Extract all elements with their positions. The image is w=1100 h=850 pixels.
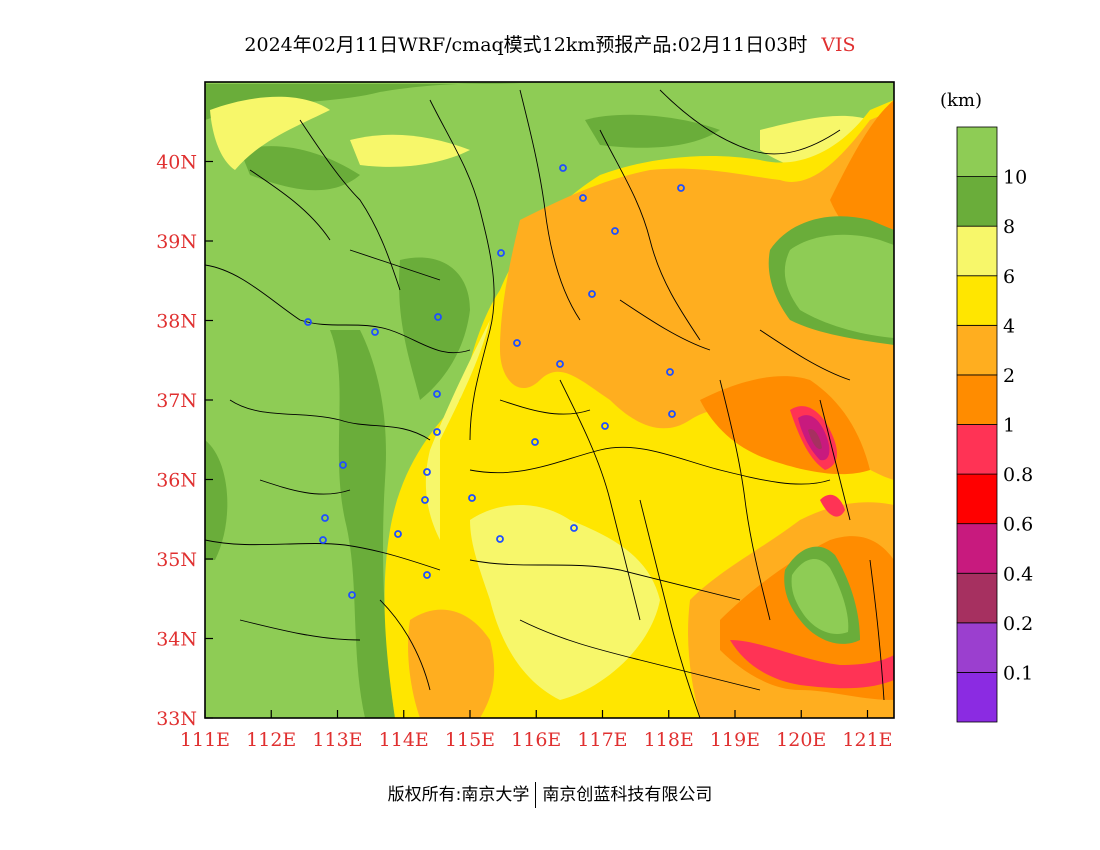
station-markers [304, 164, 685, 599]
station-icon [497, 249, 505, 257]
station-icon [496, 535, 504, 543]
lon-tick-label: 120E [776, 729, 826, 751]
legend-label: 1 [1003, 415, 1015, 437]
station-icon [433, 428, 441, 436]
lon-tick-label: 112E [246, 729, 296, 751]
lat-tick-label: 34N [156, 629, 197, 651]
copyright-footer: 版权所有:南京大学 南京创蓝科技有限公司 [0, 780, 1100, 808]
axis-ticks: 111E 112E 113E 114E 115E 116E 117E 118E 119E 120E… [156, 152, 892, 752]
station-icon [468, 494, 476, 502]
lon-tick-label: 117E [577, 729, 627, 751]
legend-swatch [956, 672, 998, 723]
footer-separator [535, 782, 537, 808]
legend-swatch [956, 275, 998, 326]
lon-tick-label: 113E [312, 729, 362, 751]
legend-label: 0.1 [1003, 662, 1033, 684]
variable-label: VIS [821, 34, 856, 56]
legend-label: 0.8 [1003, 464, 1033, 486]
legend-swatch [956, 424, 998, 475]
legend-swatch [956, 622, 998, 673]
legend-swatch [956, 324, 998, 376]
lat-tick-label: 35N [156, 549, 197, 571]
legend-label: 6 [1003, 266, 1015, 288]
legend-label: 2 [1003, 365, 1015, 387]
copyright-left: 版权所有:南京大学 [387, 785, 530, 805]
station-icon [394, 530, 402, 538]
legend-label: 0.4 [1003, 563, 1033, 585]
legend-label: 4 [1003, 315, 1015, 337]
lat-tick-label: 36N [156, 470, 197, 492]
station-icon [304, 318, 312, 326]
legend-swatch [956, 473, 998, 525]
legend-swatch [956, 225, 998, 277]
station-icon [579, 194, 587, 202]
station-icon [513, 339, 521, 347]
contour-field [205, 82, 894, 718]
lat-tick-label: 33N [156, 708, 197, 730]
station-icon [348, 591, 356, 599]
title-text: 2024年02月11日WRF/cmaq模式12km预报产品:02月11日03时 [244, 34, 808, 56]
station-icon [531, 438, 539, 446]
station-icon [588, 290, 596, 298]
station-icon [570, 524, 578, 532]
boundary-lines [205, 89, 885, 718]
map-title: 2024年02月11日WRF/cmaq模式12km预报产品:02月11日03时 V… [0, 30, 1100, 57]
station-icon [434, 313, 442, 321]
legend-label: 8 [1003, 216, 1015, 238]
lon-tick-label: 119E [710, 729, 760, 751]
station-icon [371, 328, 379, 336]
lat-tick-label: 39N [156, 231, 197, 253]
station-icon [423, 571, 431, 579]
lon-tick-label: 115E [445, 729, 495, 751]
station-icon [423, 468, 431, 476]
legend-unit: (km) [940, 90, 983, 111]
legend-swatch [956, 176, 998, 227]
station-icon [319, 536, 327, 544]
station-icon [666, 368, 674, 376]
color-legend: 0.1 0.2 0.4 0.6 0.8 1 2 4 6 8 10 [956, 126, 1033, 723]
lat-tick-label: 38N [156, 311, 197, 333]
lat-tick-label: 40N [156, 152, 197, 174]
station-icon [433, 390, 441, 398]
station-icon [339, 461, 347, 469]
lat-tick-label: 37N [156, 390, 197, 412]
legend-swatch [956, 374, 998, 425]
lon-tick-label: 114E [379, 729, 429, 751]
station-icon [556, 360, 564, 368]
station-icon [601, 422, 609, 430]
legend-swatch [956, 523, 998, 574]
lon-tick-label: 116E [511, 729, 561, 751]
station-icon [611, 227, 619, 235]
station-icon [321, 514, 329, 522]
station-icon [559, 164, 567, 172]
copyright-right: 南京创蓝科技有限公司 [542, 785, 713, 805]
legend-label: 0.2 [1003, 613, 1033, 635]
legend-label: 10 [1003, 167, 1027, 189]
station-icon [668, 410, 676, 418]
lon-tick-label: 121E [842, 729, 892, 751]
lon-tick-label: 111E [180, 729, 230, 751]
legend-swatch [956, 572, 998, 624]
legend-label: 0.6 [1003, 514, 1033, 536]
legend-swatch [956, 126, 998, 177]
lon-tick-label: 118E [644, 729, 694, 751]
station-icon [421, 496, 429, 504]
station-icon [677, 184, 685, 192]
